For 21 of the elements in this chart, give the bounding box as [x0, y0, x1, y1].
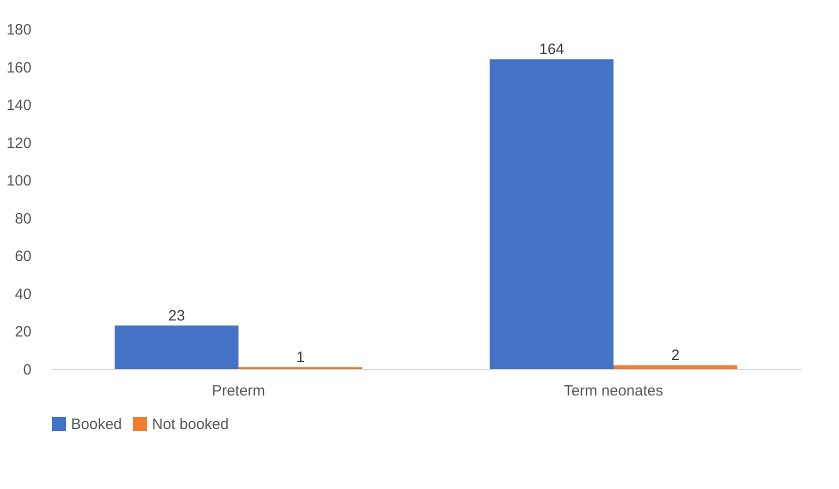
y-tick-label: 20: [14, 324, 32, 341]
legend-label: Booked: [71, 416, 122, 433]
data-label: 2: [671, 347, 680, 364]
y-tick-label: 180: [6, 22, 32, 38]
data-label: 164: [539, 41, 564, 58]
x-tick-label: Preterm: [212, 382, 266, 400]
y-tick-label: 60: [14, 248, 32, 266]
y-tick-label: 160: [6, 59, 32, 76]
x-tick-label: Term neonates: [564, 382, 664, 400]
y-tick-label: 140: [6, 97, 32, 114]
data-label: 23: [168, 308, 185, 325]
bar: [114, 326, 238, 369]
y-tick-label: 0: [23, 362, 32, 378]
bar: [490, 59, 614, 369]
legend-label: Not booked: [152, 416, 229, 433]
y-tick-label: 120: [6, 134, 32, 152]
y-tick-label: 80: [14, 210, 32, 228]
data-label: 1: [296, 349, 305, 366]
bar: [614, 365, 738, 369]
y-tick-label: 40: [14, 286, 32, 303]
y-tick-label: 100: [6, 172, 32, 190]
